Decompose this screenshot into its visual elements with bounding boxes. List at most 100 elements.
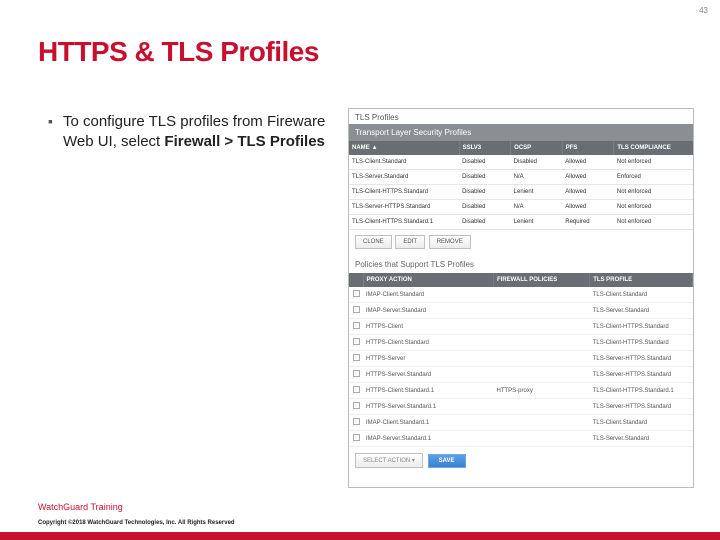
cell-proxy: IMAP-Client.Standard.1 bbox=[363, 415, 494, 431]
clone-button[interactable]: CLONE bbox=[355, 235, 392, 249]
copyright: Copyright ©2018 WatchGuard Technologies,… bbox=[38, 520, 235, 526]
cell-checkbox[interactable] bbox=[349, 415, 363, 431]
checkbox-icon[interactable] bbox=[353, 290, 360, 297]
select-action-dropdown[interactable]: SELECT ACTION ▾ bbox=[355, 453, 423, 468]
table-row[interactable]: IMAP-Server.Standard.1TLS-Server.Standar… bbox=[349, 431, 693, 447]
col-firewall[interactable]: FIREWALL POLICIES bbox=[494, 273, 590, 287]
col-pfs[interactable]: PFS bbox=[562, 141, 614, 155]
table-row[interactable]: TLS-Client-HTTPS.StandardDisabledLenient… bbox=[349, 185, 693, 200]
cell-firewall bbox=[494, 415, 590, 431]
cell-profile: TLS-Server-HTTPS.Standard bbox=[590, 351, 693, 367]
col-profile[interactable]: TLS PROFILE bbox=[590, 273, 693, 287]
cell-comp: Not enforced bbox=[614, 185, 693, 200]
checkbox-icon[interactable] bbox=[353, 306, 360, 313]
cell-firewall bbox=[494, 319, 590, 335]
cell-checkbox[interactable] bbox=[349, 399, 363, 415]
cell-ocsp: N/A bbox=[511, 200, 563, 215]
table-row[interactable]: IMAP-Client.Standard.1TLS-Client.Standar… bbox=[349, 415, 693, 431]
cell-ocsp: Lenient bbox=[511, 185, 563, 200]
table-row[interactable]: IMAP-Client.StandardTLS-Client.Standard bbox=[349, 287, 693, 303]
slide-title: HTTPS & TLS Profiles bbox=[38, 36, 319, 68]
cell-proxy: HTTPS-Server bbox=[363, 351, 494, 367]
cell-ssl: Disabled bbox=[459, 170, 511, 185]
table-row[interactable]: HTTPS-Server TLS-Server-HTTPS.Standard bbox=[349, 351, 693, 367]
table-row[interactable]: HTTPS-Client.StandardTLS-Client-HTTPS.St… bbox=[349, 335, 693, 351]
col-name[interactable]: NAME▲ bbox=[349, 141, 459, 155]
bullet-marker: ▪ bbox=[48, 112, 53, 153]
checkbox-icon[interactable] bbox=[353, 418, 360, 425]
table-row[interactable]: HTTPS-Server.StandardTLS-Server-HTTPS.St… bbox=[349, 367, 693, 383]
cell-ocsp: N/A bbox=[511, 170, 563, 185]
slide-number: 43 bbox=[699, 6, 708, 15]
table-row[interactable]: HTTPS-Server.Standard.1TLS-Server-HTTPS.… bbox=[349, 399, 693, 415]
cell-proxy: HTTPS-Client bbox=[363, 319, 494, 335]
checkbox-icon[interactable] bbox=[353, 354, 360, 361]
col-compliance[interactable]: TLS COMPLIANCE bbox=[614, 141, 693, 155]
cell-name: TLS-Server.Standard bbox=[349, 170, 459, 185]
cell-firewall: HTTPS-proxy bbox=[494, 383, 590, 399]
bullet-bold: Firewall > TLS Profiles bbox=[164, 133, 324, 150]
panel-subtitle: Transport Layer Security Profiles bbox=[349, 124, 693, 141]
cell-checkbox[interactable] bbox=[349, 319, 363, 335]
cell-ssl: Disabled bbox=[459, 200, 511, 215]
checkbox-icon[interactable] bbox=[353, 434, 360, 441]
save-button[interactable]: SAVE bbox=[428, 454, 466, 468]
cell-firewall bbox=[494, 303, 590, 319]
col-checkbox[interactable] bbox=[349, 273, 363, 287]
col-proxy[interactable]: PROXY ACTION bbox=[363, 273, 494, 287]
cell-name: TLS-Client-HTTPS.Standard bbox=[349, 185, 459, 200]
table-row[interactable]: HTTPS-Client.Standard.1HTTPS-proxyTLS-Cl… bbox=[349, 383, 693, 399]
cell-proxy: IMAP-Server.Standard.1 bbox=[363, 431, 494, 447]
col-ocsp[interactable]: OCSP bbox=[511, 141, 563, 155]
cell-checkbox[interactable] bbox=[349, 303, 363, 319]
cell-ocsp: Disabled bbox=[511, 155, 563, 170]
cell-checkbox[interactable] bbox=[349, 367, 363, 383]
table-row[interactable]: TLS-Server-HTTPS.StandardDisabledN/AAllo… bbox=[349, 200, 693, 215]
checkbox-icon[interactable] bbox=[353, 386, 360, 393]
cell-comp: Enforced bbox=[614, 170, 693, 185]
footer-tag: WatchGuard Training bbox=[38, 502, 123, 512]
cell-pfs: Required bbox=[562, 215, 614, 230]
cell-comp: Not enforced bbox=[614, 200, 693, 215]
cell-firewall bbox=[494, 431, 590, 447]
cell-comp: Not enforced bbox=[614, 155, 693, 170]
bullet-text: To configure TLS profiles from Fireware … bbox=[63, 112, 328, 153]
cell-checkbox[interactable] bbox=[349, 351, 363, 367]
cell-pfs: Allowed bbox=[562, 155, 614, 170]
cell-checkbox[interactable] bbox=[349, 335, 363, 351]
cell-profile: TLS-Client-HTTPS.Standard bbox=[590, 319, 693, 335]
table-row[interactable]: TLS-Client-HTTPS.Standard.1DisabledLenie… bbox=[349, 215, 693, 230]
checkbox-icon[interactable] bbox=[353, 322, 360, 329]
bottom-buttons: SELECT ACTION ▾ SAVE bbox=[349, 447, 693, 474]
cell-firewall bbox=[494, 399, 590, 415]
table-row[interactable]: TLS-Server.StandardDisabledN/AAllowedEnf… bbox=[349, 170, 693, 185]
col-sslv3[interactable]: SSLV3 bbox=[459, 141, 511, 155]
table-row[interactable]: IMAP-Server.StandardTLS-Server.Standard bbox=[349, 303, 693, 319]
cell-firewall bbox=[494, 351, 590, 367]
cell-firewall bbox=[494, 287, 590, 303]
cell-pfs: Allowed bbox=[562, 185, 614, 200]
cell-proxy: HTTPS-Client.Standard.1 bbox=[363, 383, 494, 399]
cell-checkbox[interactable] bbox=[349, 287, 363, 303]
cell-profile: TLS-Server.Standard bbox=[590, 303, 693, 319]
cell-checkbox[interactable] bbox=[349, 383, 363, 399]
sort-icon: ▲ bbox=[372, 145, 378, 151]
table-row[interactable]: TLS-Client.StandardDisabledDisabledAllow… bbox=[349, 155, 693, 170]
cell-proxy: HTTPS-Server.Standard.1 bbox=[363, 399, 494, 415]
cell-name: TLS-Server-HTTPS.Standard bbox=[349, 200, 459, 215]
profiles-buttons: CLONE EDIT REMOVE bbox=[349, 230, 693, 254]
table-row[interactable]: HTTPS-Client TLS-Client-HTTPS.Standard bbox=[349, 319, 693, 335]
checkbox-icon[interactable] bbox=[353, 370, 360, 377]
cell-name: TLS-Client.Standard bbox=[349, 155, 459, 170]
profiles-table: NAME▲ SSLV3 OCSP PFS TLS COMPLIANCE TLS-… bbox=[349, 141, 693, 230]
cell-ocsp: Lenient bbox=[511, 215, 563, 230]
checkbox-icon[interactable] bbox=[353, 402, 360, 409]
cell-checkbox[interactable] bbox=[349, 431, 363, 447]
checkbox-icon[interactable] bbox=[353, 338, 360, 345]
panel-title: TLS Profiles bbox=[349, 109, 693, 124]
cell-profile: TLS-Client-HTTPS.Standard bbox=[590, 335, 693, 351]
cell-pfs: Allowed bbox=[562, 170, 614, 185]
bullet-list: ▪ To configure TLS profiles from Firewar… bbox=[48, 112, 328, 153]
remove-button[interactable]: REMOVE bbox=[429, 235, 471, 249]
edit-button[interactable]: EDIT bbox=[395, 235, 425, 249]
